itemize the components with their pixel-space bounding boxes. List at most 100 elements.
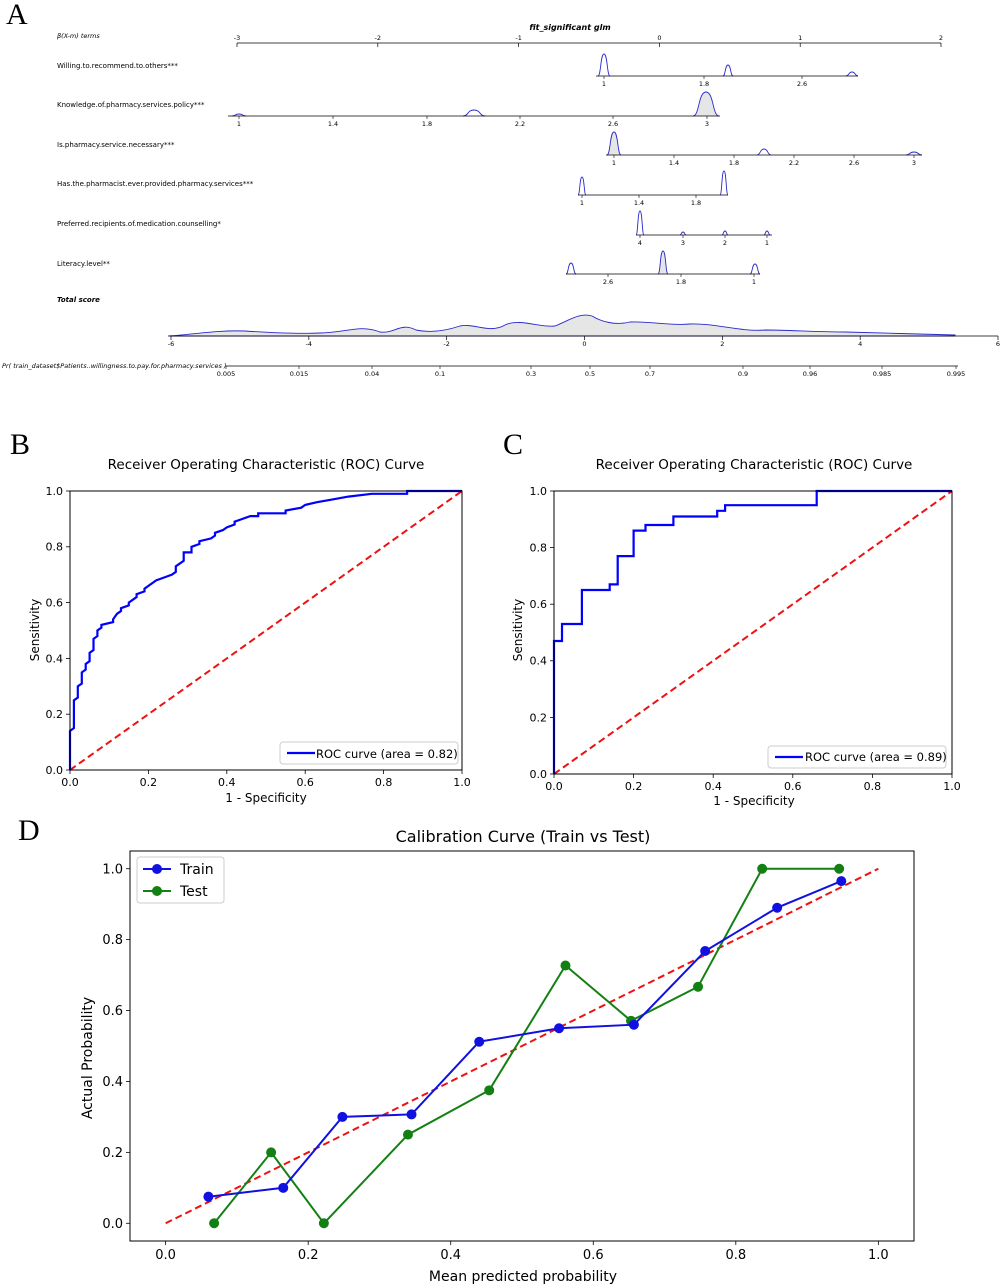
beta-axis-tick-label: -1 <box>515 34 521 42</box>
roc-test-legend-label: ROC curve (area = 0.89) <box>805 750 947 764</box>
x-tick-label: 0.4 <box>218 776 236 789</box>
nomogram-row-tick-label: 1 <box>602 80 606 88</box>
perfect-calibration-line <box>165 867 879 1225</box>
nomogram-row-label: Literacy.level** <box>57 260 110 268</box>
beta-axis-tick-label: -2 <box>375 34 381 42</box>
panel-label-b: B <box>10 428 31 461</box>
nomogram-row-tick-label: 1 <box>765 239 769 247</box>
x-tick-label: 0.6 <box>583 1248 604 1263</box>
x-tick-label: 0.0 <box>155 1248 176 1263</box>
y-tick-label: 0.8 <box>102 933 123 948</box>
chance-diagonal-line <box>553 490 953 775</box>
nomogram-row-tick-label: 1 <box>612 159 616 167</box>
total-axis-tick-label: 4 <box>858 340 862 348</box>
prob-axis-tick-label: 0.9 <box>738 370 748 378</box>
calibration-title: Calibration Curve (Train vs Test) <box>396 827 651 846</box>
y-tick-label: 0.2 <box>46 708 64 721</box>
prob-axis-tick-label: 0.96 <box>803 370 817 378</box>
panel-label-a: A <box>6 0 28 31</box>
beta-axis-tick-label: 0 <box>657 34 661 42</box>
total-axis-tick-label: -4 <box>306 340 312 348</box>
calibration-ylabel: Actual Probability <box>80 997 96 1119</box>
nomogram-total-label: Total score <box>57 296 100 304</box>
nomogram-row-tick-label: 1 <box>237 120 241 128</box>
y-tick-label: 0.6 <box>46 596 64 609</box>
nomogram-row-label: Is.pharmacy.service.necessary*** <box>57 141 175 149</box>
calibration-legend-test: Test <box>179 884 208 900</box>
beta-axis-tick-label: 2 <box>939 34 943 42</box>
nomogram-row-tick-label: 2.6 <box>797 80 807 88</box>
nomogram-row-tick-label: 3 <box>912 159 916 167</box>
nomogram-row-tick-label: 4 <box>638 239 642 247</box>
train-point <box>337 1111 348 1122</box>
prob-axis-tick-label: 0.015 <box>290 370 309 378</box>
test-point <box>693 981 704 992</box>
legend-box <box>767 745 947 769</box>
y-tick-label: 0.4 <box>102 1075 123 1090</box>
total-score-density <box>167 314 956 337</box>
density-curve <box>597 53 611 77</box>
y-tick-label: 0.0 <box>530 768 548 781</box>
x-tick-label: 0.6 <box>296 776 314 789</box>
nomogram-row-label: Willing.to.recommend.to.others*** <box>57 62 178 70</box>
x-tick-label: 0.4 <box>704 780 722 793</box>
x-tick-label: 0.2 <box>140 776 158 789</box>
nomogram-header-label: β(X-m) terms <box>57 32 100 40</box>
density-curve <box>606 131 622 156</box>
x-tick-label: 0.2 <box>625 780 643 793</box>
nomogram-row-tick-label: 1.8 <box>676 278 686 286</box>
nomogram-row-tick-label: 1.8 <box>422 120 432 128</box>
nomogram-row-tick-label: 2.2 <box>515 120 525 128</box>
nomogram-row-label: Knowledge.of.pharmacy.services.policy*** <box>57 101 205 109</box>
nomogram-row-tick-label: 1 <box>580 199 584 207</box>
roc-test-chart: Receiver Operating Characteristic (ROC) … <box>511 457 961 808</box>
train-point <box>406 1109 417 1120</box>
density-curve <box>719 170 729 196</box>
train-point <box>203 1191 214 1202</box>
y-tick-label: 1.0 <box>46 485 64 498</box>
test-point <box>402 1129 413 1140</box>
roc-test-ylabel: Sensitivity <box>511 599 525 661</box>
y-tick-label: 0.6 <box>102 1004 123 1019</box>
y-tick-label: 1.0 <box>530 485 548 498</box>
nomogram-row-tick-label: 2.2 <box>789 159 799 167</box>
calibration-legend-train: Train <box>179 862 214 878</box>
density-curve <box>565 262 577 275</box>
panel-label-d: D <box>18 814 40 847</box>
x-tick-label: 0.4 <box>440 1248 461 1263</box>
nomogram-chart: fit_significant glm β(X-m) terms -3 -2 -1 0… <box>2 23 1000 378</box>
legend-box <box>279 741 459 765</box>
total-axis-tick-label: 0 <box>582 340 586 348</box>
nomogram-row-tick-label: 1.4 <box>328 120 338 128</box>
total-axis-tick-label: -2 <box>443 340 449 348</box>
nomogram-row-tick-label: 3 <box>681 239 685 247</box>
plot-frame <box>129 850 915 1242</box>
train-point <box>474 1036 485 1047</box>
test-point <box>484 1085 495 1096</box>
density-curve <box>657 250 669 275</box>
prob-axis-tick-label: 0.5 <box>585 370 595 378</box>
density-curve <box>577 176 587 196</box>
train-point <box>836 876 847 887</box>
nomogram-prob-label: Pr( train_dataset$Patients..willingness.… <box>2 362 226 370</box>
total-axis-tick-label: 2 <box>720 340 724 348</box>
prob-axis-tick-label: 0.3 <box>526 370 536 378</box>
nomogram-row-tick-label: 1.4 <box>669 159 679 167</box>
density-curve <box>722 64 734 77</box>
x-tick-label: 1.0 <box>453 776 471 789</box>
nomogram-row-tick-label: 1 <box>752 278 756 286</box>
density-curve <box>692 91 720 117</box>
x-tick-label: 0.0 <box>545 780 563 793</box>
nomogram-row-tick-label: 2.6 <box>608 120 618 128</box>
nomogram-row-tick-label: 1.8 <box>729 159 739 167</box>
prob-axis-tick-label: 0.985 <box>873 370 892 378</box>
roc-train-xlabel: 1 - Specificity <box>225 791 306 805</box>
density-curve <box>756 148 772 156</box>
test-point <box>318 1218 329 1229</box>
y-tick-label: 0.2 <box>530 711 548 724</box>
nomogram-row-label: Preferred.recipients.of.medication.couns… <box>57 220 221 228</box>
beta-axis-tick-label: 1 <box>798 34 802 42</box>
x-tick-label: 0.8 <box>864 780 882 793</box>
density-curve <box>763 230 771 236</box>
roc-train-legend-label: ROC curve (area = 0.82) <box>316 747 458 761</box>
